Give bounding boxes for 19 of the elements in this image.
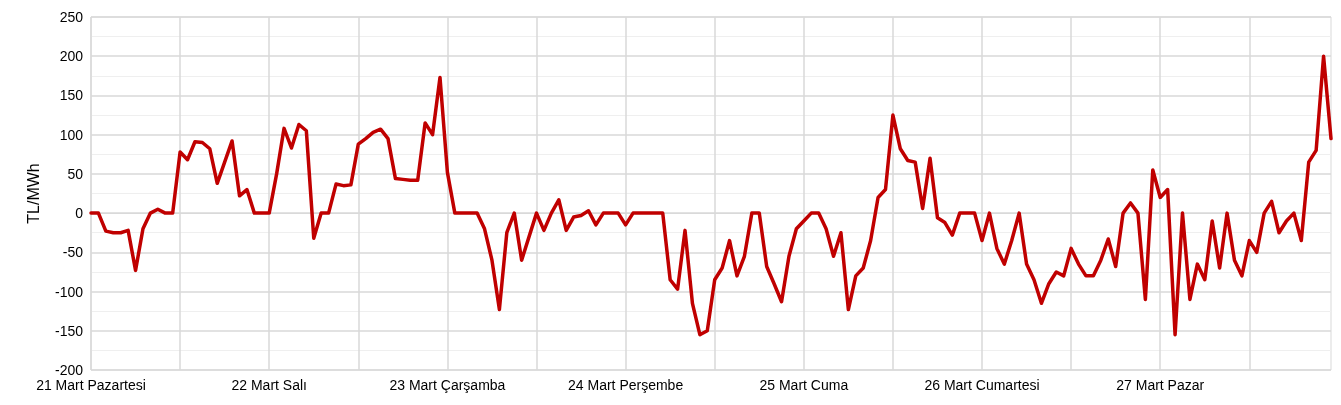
x-tick-label: 23 Mart Çarşamba	[389, 377, 506, 393]
x-tick-label: 27 Mart Pazar	[1116, 377, 1205, 393]
x-tick-label: 24 Mart Perşembe	[568, 377, 684, 393]
x-tick-label: 21 Mart Pazartesi	[36, 377, 146, 393]
y-tick-label: 250	[59, 9, 84, 25]
y-tick-label: 150	[59, 87, 84, 104]
y-axis-title: TL/MWh	[24, 163, 42, 224]
x-tick-label: 22 Mart Salı	[231, 377, 307, 393]
y-tick-label: 50	[67, 165, 84, 182]
y-tick-label: 200	[59, 48, 84, 65]
y-tick-label: -150	[54, 322, 84, 339]
y-tick-label: -50	[62, 244, 84, 261]
y-tick-label: 0	[75, 205, 84, 222]
x-tick-label: 26 Mart Cumartesi	[924, 377, 1040, 393]
y-tick-label: -200	[54, 362, 84, 378]
line-series	[89, 54, 1333, 337]
y-tick-label: 100	[59, 126, 84, 143]
y-tick-label: -100	[54, 283, 84, 300]
x-tick-label: 25 Mart Cuma	[759, 377, 849, 393]
